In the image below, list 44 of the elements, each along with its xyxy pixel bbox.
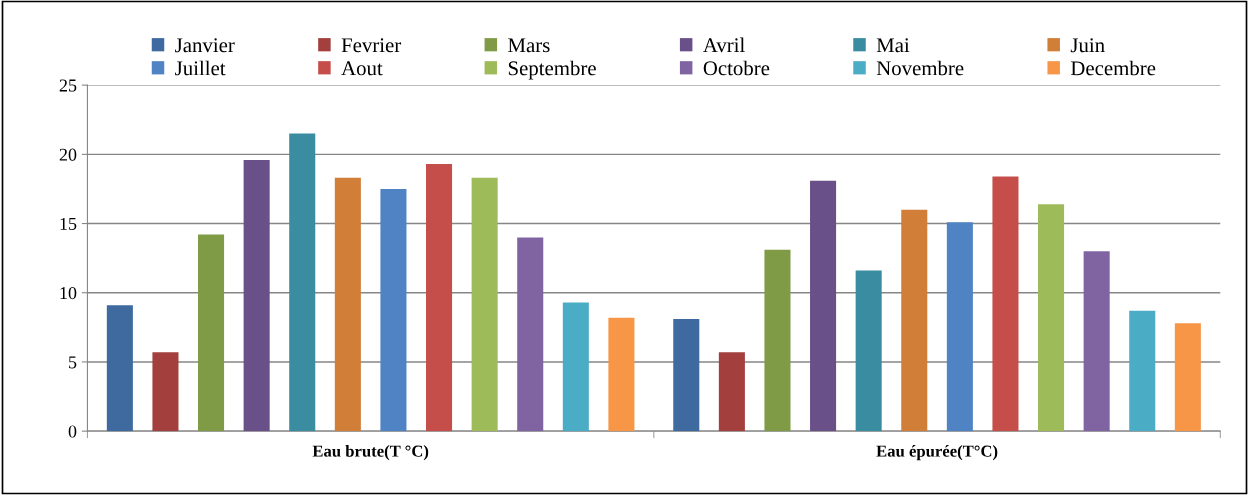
legend-label: Decembre bbox=[1070, 60, 1156, 76]
bar bbox=[106, 305, 133, 432]
legend-label: Janvier bbox=[175, 38, 235, 53]
legend-label: Aout bbox=[341, 61, 383, 76]
bar bbox=[673, 319, 700, 432]
bar bbox=[1038, 204, 1065, 432]
bar bbox=[810, 180, 837, 432]
bar bbox=[517, 237, 544, 432]
y-tick-label: 0 bbox=[68, 425, 77, 438]
bar bbox=[946, 222, 973, 432]
legend-label: Mai bbox=[876, 38, 910, 53]
bar bbox=[289, 133, 316, 432]
bar bbox=[426, 164, 453, 432]
bar bbox=[1129, 310, 1156, 432]
x-tick-label: Eau épurée(T°C) bbox=[876, 445, 998, 461]
bar bbox=[243, 159, 270, 432]
bar bbox=[901, 209, 928, 432]
bar bbox=[718, 352, 745, 432]
bar bbox=[1174, 323, 1201, 432]
bar bbox=[855, 270, 882, 432]
bar bbox=[562, 302, 589, 432]
bar bbox=[198, 234, 225, 432]
y-tick-label: 15 bbox=[60, 217, 77, 230]
bar bbox=[608, 317, 635, 432]
bar bbox=[764, 249, 791, 432]
y-tick-label: 10 bbox=[60, 287, 77, 300]
y-tick-label: 5 bbox=[69, 356, 77, 369]
legend-label: Novembre bbox=[876, 60, 964, 76]
legend-label: Septembre bbox=[508, 60, 596, 80]
bar bbox=[471, 177, 498, 432]
legend-label: Octobre bbox=[703, 60, 770, 76]
y-tick-label: 20 bbox=[59, 148, 77, 161]
bar bbox=[992, 176, 1019, 432]
bar bbox=[152, 352, 179, 432]
legend-label: Mars bbox=[508, 38, 550, 53]
legend-label: Fevrier bbox=[341, 38, 402, 53]
bar bbox=[1083, 251, 1110, 432]
legend-label: Juin bbox=[1070, 38, 1105, 53]
y-tick-label: 25 bbox=[59, 79, 77, 92]
legend-label: Avril bbox=[703, 37, 745, 53]
x-tick-label: Eau brute(T °C) bbox=[312, 445, 429, 461]
bar bbox=[334, 177, 361, 432]
legend-label: Juillet bbox=[175, 60, 226, 76]
bar bbox=[380, 188, 407, 432]
